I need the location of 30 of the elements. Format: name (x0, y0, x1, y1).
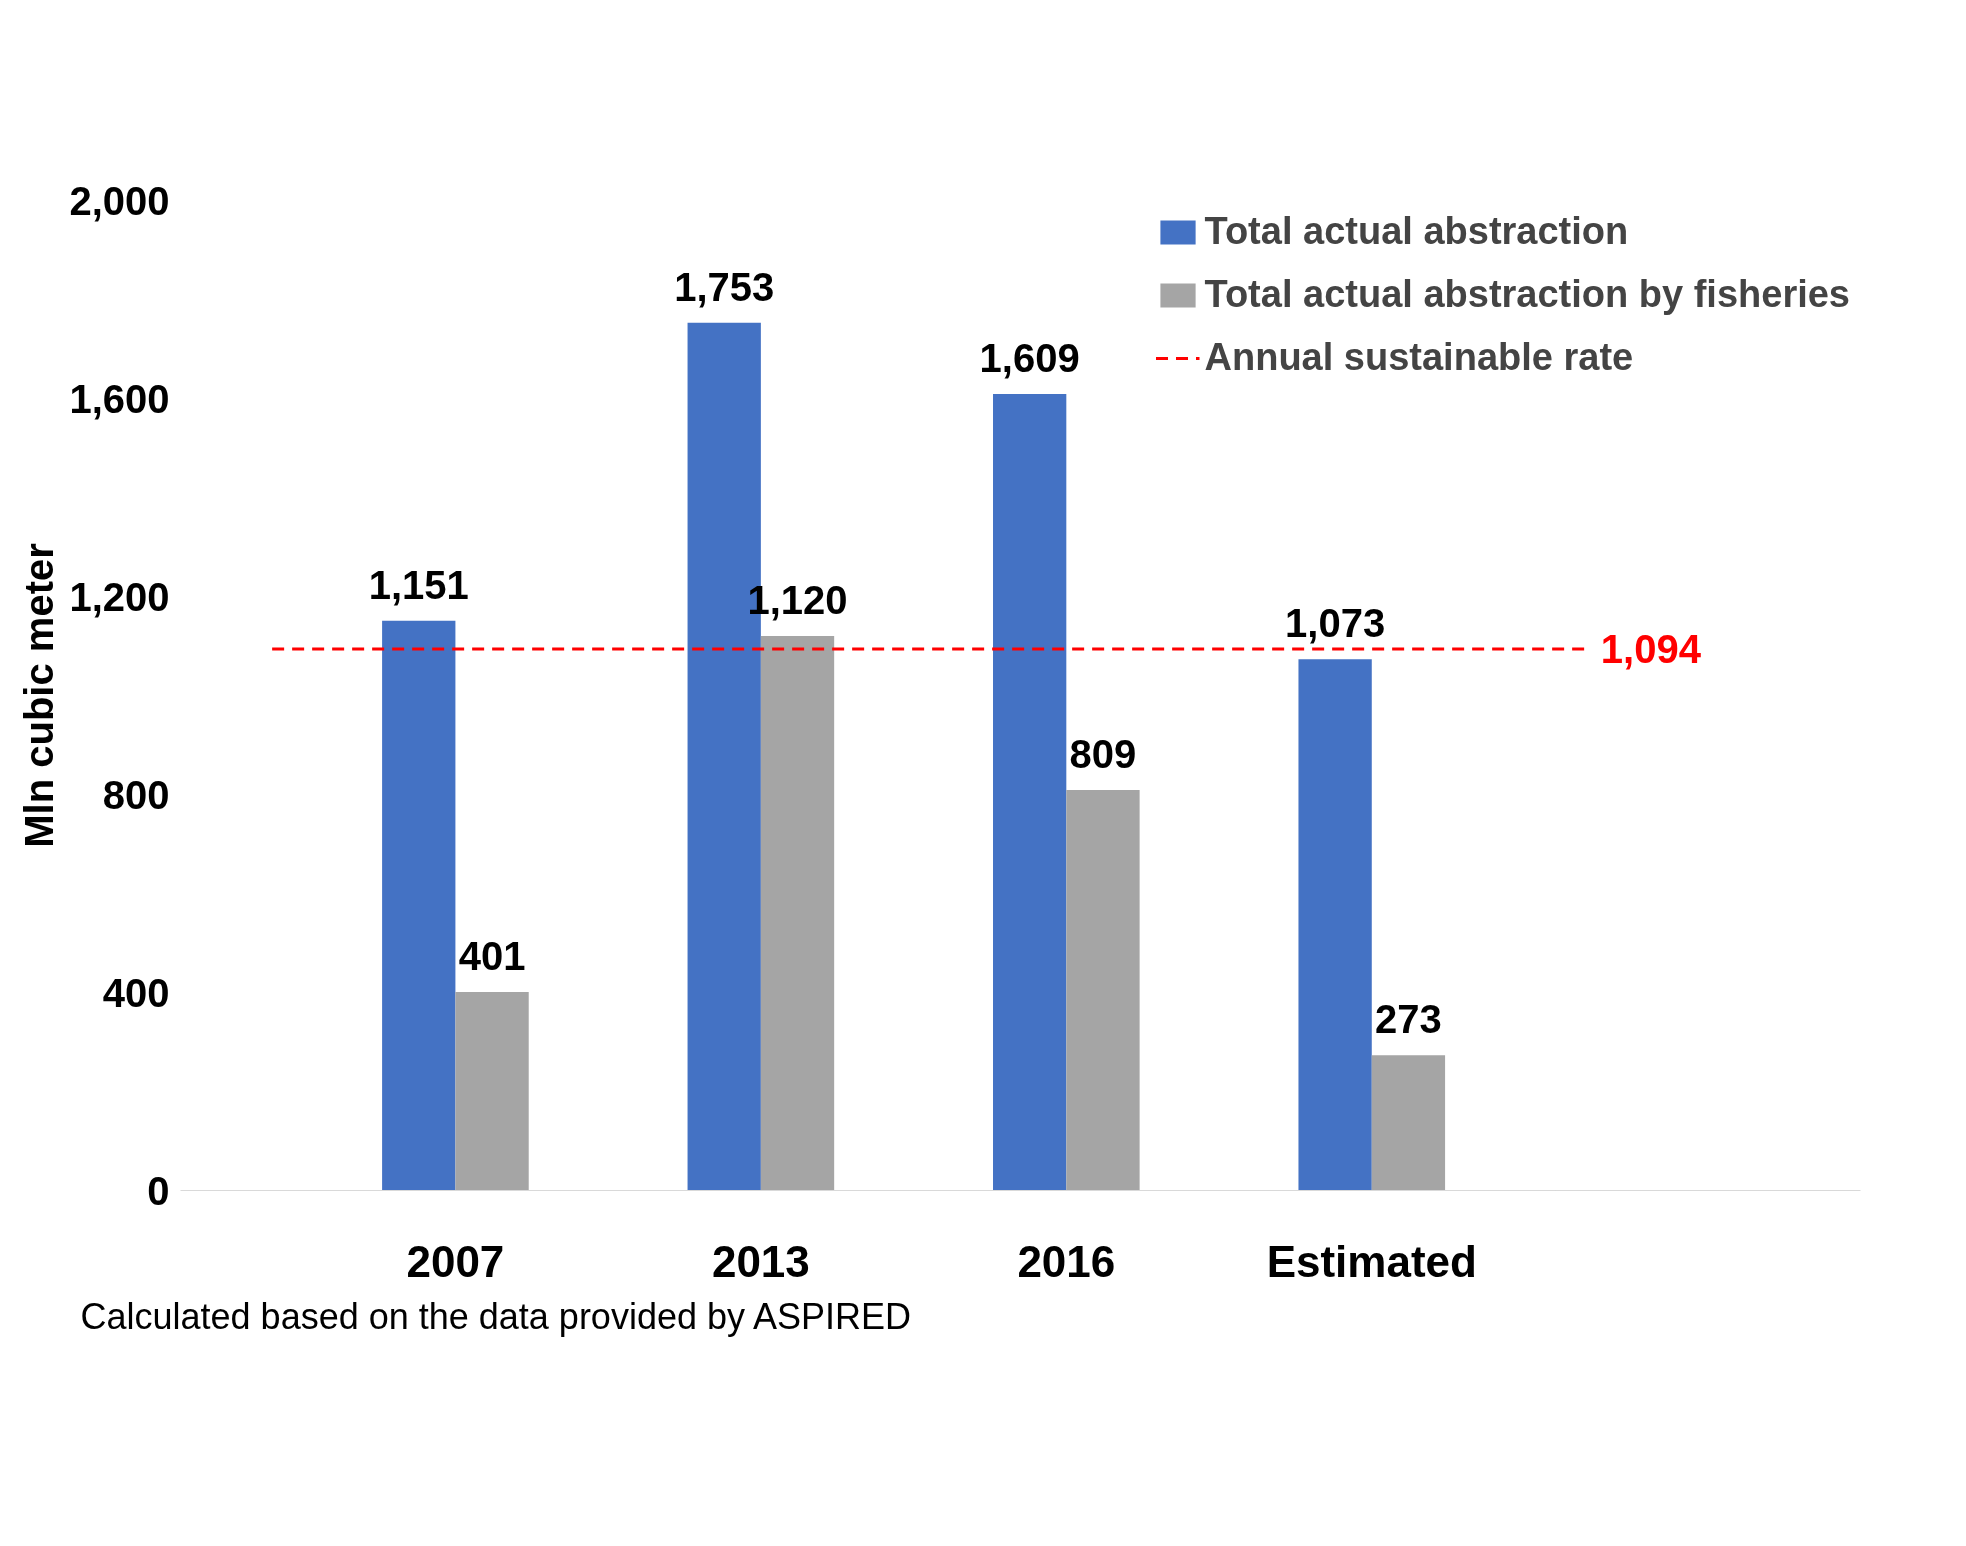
bar (1298, 659, 1372, 1191)
bar (1066, 790, 1140, 1191)
bar (760, 636, 835, 1191)
data-label: 1,073 (1285, 601, 1386, 646)
bar (382, 620, 456, 1191)
bar (993, 394, 1067, 1191)
data-label: 809 (1069, 732, 1137, 777)
legend-label: Total actual abstraction (1204, 210, 1629, 253)
data-label: 273 (1375, 997, 1442, 1042)
text: 1,094 (1600, 626, 1702, 671)
data-label: 1,609 (979, 336, 1080, 381)
y-tick-label: 2,000 (69, 178, 170, 223)
y-tick-label: 800 (102, 772, 170, 817)
x-tick-label: Estimated (1266, 1236, 1477, 1286)
legend-label: Annual sustainable rate (1204, 336, 1634, 379)
legend-label: Total actual abstraction by fisheries (1204, 273, 1850, 316)
bar (455, 992, 529, 1191)
data-label: 1,151 (368, 562, 469, 607)
x-tick-label: 2013 (711, 1236, 810, 1286)
y-tick-label: 1,600 (69, 376, 170, 421)
y-tick-label: 400 (102, 970, 170, 1015)
bar (1371, 1055, 1446, 1191)
data-label: 401 (458, 934, 526, 979)
x-tick-label: 2007 (406, 1236, 505, 1286)
y-tick-label: 1,200 (69, 574, 170, 619)
y-axis-title: Mln cubic meter (17, 543, 62, 848)
x-tick-label: 2016 (1017, 1236, 1116, 1286)
data-label: 1,753 (674, 264, 775, 309)
y-tick-label: 0 (147, 1168, 170, 1213)
text: Calculated based on the data provided by ASPIRED (80, 1295, 912, 1337)
